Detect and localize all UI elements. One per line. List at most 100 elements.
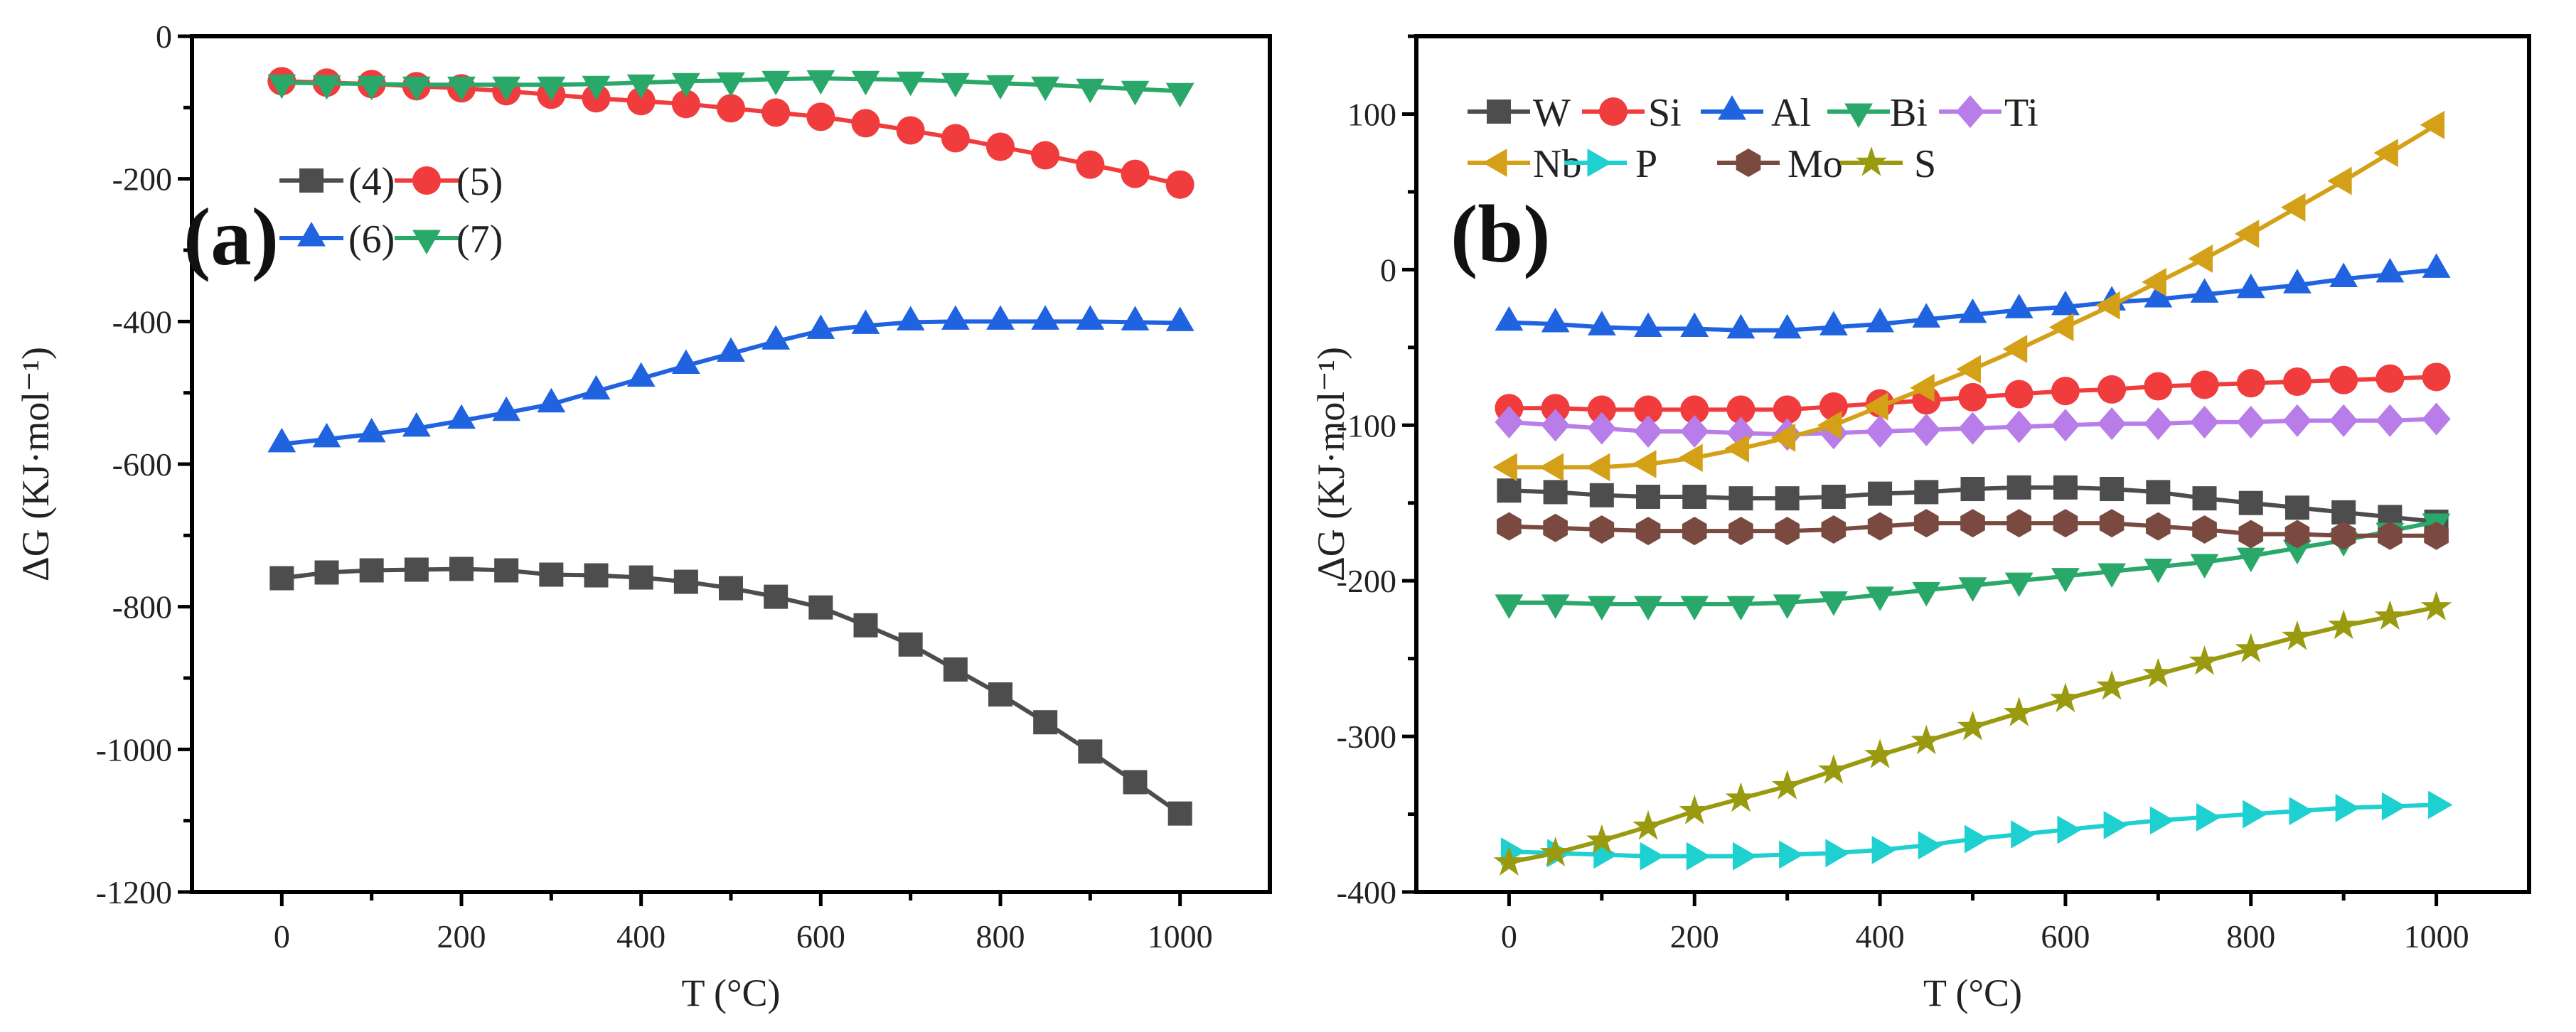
data-point xyxy=(2149,806,2175,835)
data-point xyxy=(1726,395,1755,424)
data-point xyxy=(1589,483,1614,507)
legend-label: (7) xyxy=(456,217,503,262)
data-point xyxy=(2282,620,2313,650)
panel-label: (a) xyxy=(183,192,279,282)
data-point xyxy=(2335,793,2361,822)
y-tick-label: 0 xyxy=(1380,252,1396,288)
data-point xyxy=(1965,824,1989,854)
y-tick-label: -1000 xyxy=(96,731,172,768)
data-point xyxy=(1682,484,1707,509)
data-point xyxy=(357,75,386,101)
data-point xyxy=(1732,842,1758,871)
data-point xyxy=(2329,404,2358,437)
data-point xyxy=(582,75,611,101)
legend-marker xyxy=(1487,100,1511,124)
data-point xyxy=(1497,478,1522,503)
data-point xyxy=(2095,291,2120,320)
data-point xyxy=(1076,305,1105,330)
data-point xyxy=(2099,509,2125,538)
data-point xyxy=(1680,395,1709,424)
data-point xyxy=(1958,382,1987,412)
data-point xyxy=(2236,405,2265,439)
data-point xyxy=(2243,800,2267,829)
data-point xyxy=(717,337,745,362)
data-point xyxy=(314,560,339,585)
legend-marker xyxy=(1718,95,1746,120)
data-point xyxy=(2097,563,2127,588)
data-point xyxy=(2190,278,2219,303)
data-point xyxy=(1958,298,1987,323)
data-point xyxy=(2236,273,2265,299)
data-point xyxy=(1775,517,1800,546)
data-point xyxy=(2050,682,2081,713)
data-point xyxy=(988,682,1012,707)
data-point xyxy=(1587,412,1616,445)
x-tick-label: 200 xyxy=(437,918,486,955)
data-point xyxy=(1728,486,1753,511)
data-point xyxy=(584,563,609,588)
data-point xyxy=(537,387,566,413)
data-point xyxy=(896,71,925,97)
data-point xyxy=(1821,484,1846,509)
legend-label: Al xyxy=(1771,91,1811,135)
data-point xyxy=(851,109,880,138)
data-point xyxy=(2375,404,2405,437)
data-point xyxy=(2144,558,2173,584)
y-tick-label: 0 xyxy=(156,18,172,55)
data-point xyxy=(2422,253,2451,278)
legend-entry: W xyxy=(1468,91,1571,135)
data-point xyxy=(806,314,835,339)
data-point xyxy=(2096,670,2127,700)
data-point xyxy=(1728,517,1753,546)
data-point xyxy=(761,98,791,127)
data-point xyxy=(2144,407,2173,441)
legend-label: (5) xyxy=(456,160,503,204)
legend-label: S xyxy=(1914,142,1936,186)
data-point xyxy=(494,558,519,583)
data-point xyxy=(1914,480,1939,505)
data-point xyxy=(1871,835,1897,864)
panel-label: (b) xyxy=(1450,189,1551,279)
data-point xyxy=(1773,313,1802,339)
x-tick-label: 600 xyxy=(2041,918,2090,955)
data-point xyxy=(626,362,656,387)
legend-entry: Bi xyxy=(1827,91,1928,135)
data-point xyxy=(1123,770,1148,795)
data-point xyxy=(1587,395,1616,424)
data-point xyxy=(719,576,743,601)
x-tick-label: 0 xyxy=(1501,918,1517,955)
data-point xyxy=(2053,475,2078,500)
data-point xyxy=(1680,312,1709,338)
y-tick-label: -800 xyxy=(112,589,172,625)
series-Al xyxy=(1495,253,2451,339)
data-point xyxy=(1121,306,1150,330)
data-point xyxy=(447,404,476,429)
data-point xyxy=(2331,500,2356,525)
data-point xyxy=(2234,220,2260,248)
data-point xyxy=(1031,305,1060,330)
data-point xyxy=(2051,568,2080,593)
data-point xyxy=(1076,150,1105,179)
legend-entry: P xyxy=(1564,142,1657,186)
data-point xyxy=(2004,294,2033,318)
legend-label: Mo xyxy=(1787,142,1843,186)
y-tick-label: -1200 xyxy=(96,874,172,910)
legend-marker xyxy=(1482,149,1507,177)
data-point xyxy=(1167,801,1192,826)
data-point xyxy=(1679,795,1711,824)
data-point xyxy=(1960,477,1985,502)
data-point xyxy=(1779,840,1804,869)
data-point xyxy=(2282,367,2312,396)
data-point xyxy=(717,72,745,97)
data-point xyxy=(2006,475,2031,500)
data-point xyxy=(1866,586,1895,611)
chart-panel-a: 0 200 400 600 800 1000 0 -200 -400 -600 -800 -1000 -… xyxy=(14,18,1272,1014)
x-tick-label: 600 xyxy=(796,918,845,955)
data-point xyxy=(898,632,923,657)
data-point xyxy=(1495,594,1524,619)
legend-marker xyxy=(412,230,441,254)
data-point xyxy=(1495,306,1524,331)
data-point xyxy=(2004,572,2033,598)
data-point xyxy=(2428,790,2453,819)
data-point xyxy=(1775,486,1800,511)
